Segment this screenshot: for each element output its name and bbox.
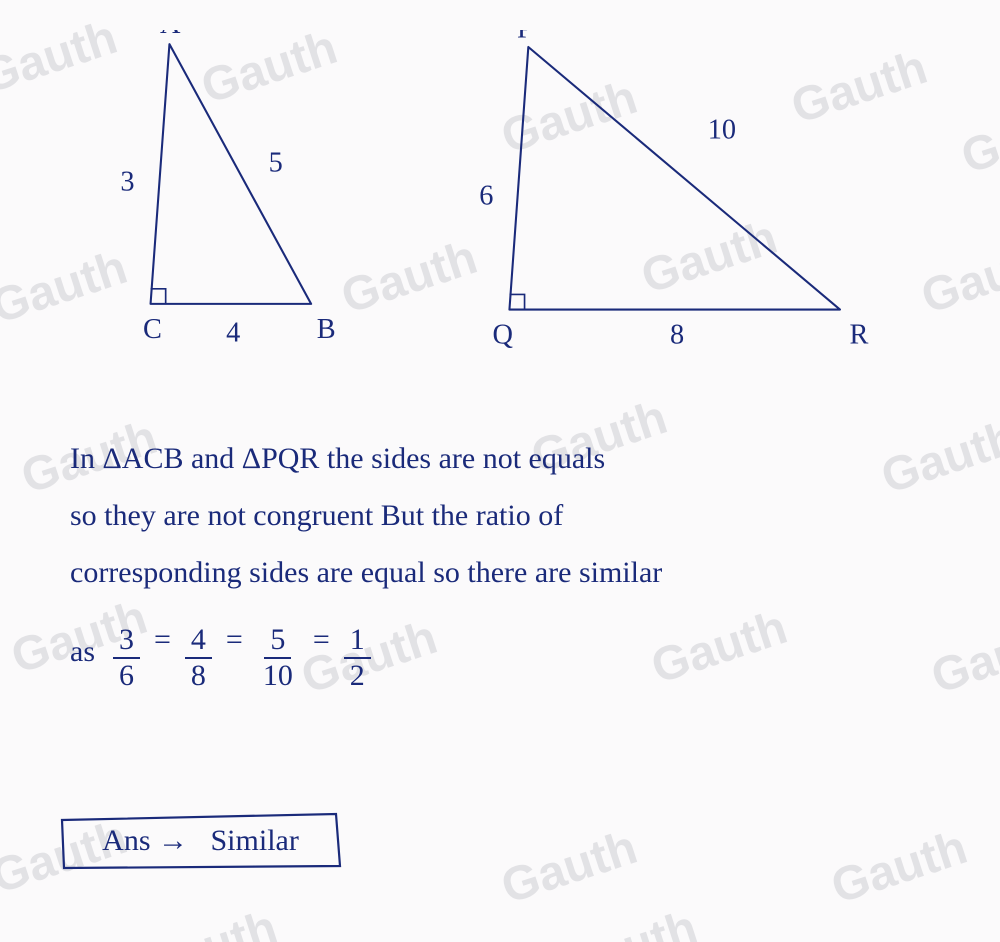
svg-text:10: 10 [708,115,736,146]
equation-prefix: as [70,623,95,680]
watermark-text: Gauth [135,900,284,942]
answer-box: Ans → Similar [58,810,343,872]
fraction: 510 [257,625,299,691]
explanation-line-2: so they are not congruent But the ratio … [70,487,950,544]
watermark-text: Gauth [555,900,704,942]
watermark-text: Gauth [825,820,974,915]
svg-text:P: P [517,30,533,45]
fraction: 36 [113,625,140,691]
triangle-pqr: P Q R 6 10 8 [479,30,868,351]
svg-text:3: 3 [120,167,134,198]
explanation-line-1: In ΔACB and ΔPQR the sides are not equal… [70,430,950,487]
equals-sign: = [313,623,330,656]
svg-text:C: C [143,314,162,345]
answer-prefix: Ans → [102,824,188,857]
equation-terms: 36 = 48 = 510 = 12 [109,611,375,691]
watermark-text: Gauth [495,820,644,915]
triangles-diagram: A B C 3 5 4 P Q R 6 10 8 [60,30,940,370]
watermark-text: Gauth [955,90,1000,185]
equals-sign: = [226,623,243,656]
svg-text:4: 4 [226,318,240,349]
svg-text:R: R [849,320,868,351]
fraction: 48 [185,625,212,691]
equals-sign: = [154,623,171,656]
answer-label: Ans → Similar [102,824,299,858]
ratio-equation: as 36 = 48 = 510 = 12 [70,611,950,691]
explanation-line-3: corresponding sides are equal so there a… [70,544,950,601]
triangle-acb: A B C 3 5 4 [120,30,335,349]
svg-text:Q: Q [492,320,512,351]
fraction: 12 [344,625,371,691]
svg-text:6: 6 [479,181,493,212]
answer-value: Similar [211,824,299,857]
svg-text:B: B [317,314,336,345]
svg-text:A: A [160,30,181,40]
explanation-text: In ΔACB and ΔPQR the sides are not equal… [70,430,950,691]
svg-text:5: 5 [269,148,283,179]
svg-text:8: 8 [670,320,684,351]
